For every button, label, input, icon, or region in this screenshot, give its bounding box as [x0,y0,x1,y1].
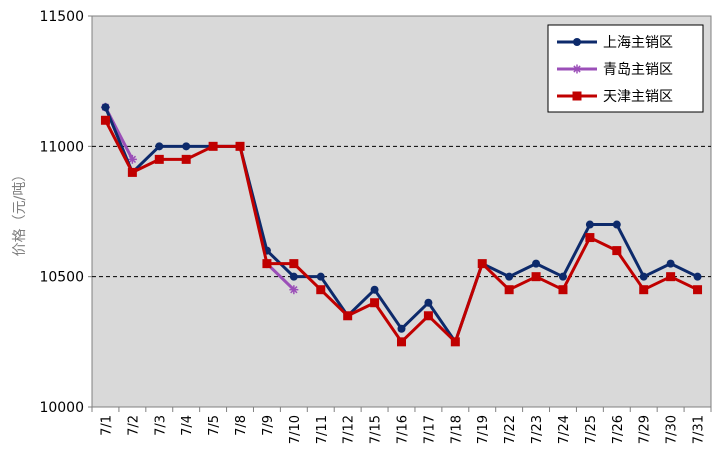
data-point [693,272,702,281]
data-point [477,259,487,269]
series-layer [100,102,703,347]
data-point [235,141,245,151]
series-3 [100,115,703,347]
x-tick-label: 7/25 [584,415,599,444]
data-point [666,259,675,268]
x-tick-label: 7/1 [99,415,114,436]
x-tick-label: 7/3 [153,415,168,436]
data-point [397,324,406,333]
y-tick-label: 11500 [39,9,84,25]
data-point [155,142,164,151]
x-tick-label: 7/5 [207,415,222,436]
data-point [666,272,676,282]
data-point [532,259,541,268]
legend-marker [572,91,582,101]
data-point [289,285,299,295]
x-tick-label: 7/11 [315,415,330,444]
data-point [181,154,191,164]
data-point [612,246,622,256]
data-point [316,272,325,281]
data-point [639,272,648,281]
data-point [531,272,541,282]
data-point [504,285,514,295]
x-tick-label: 7/29 [638,415,653,444]
x-axis-ticks: 7/1 7/2 7/3 7/4 7/5 7/8 7/9 7/10 7/11 7/12 7/15 7/1… [91,407,712,444]
legend-marker [573,38,581,46]
legend-entry: 天津主销区 [557,89,673,105]
data-point [289,259,299,269]
legend-marker [572,64,582,74]
data-point [397,337,406,347]
data-point [208,141,218,151]
data-point [154,154,164,164]
x-tick-label: 7/15 [369,415,384,444]
data-point [370,285,379,294]
data-point [423,311,433,321]
data-point [639,285,649,295]
legend-entry: 青岛主销区 [557,62,673,78]
data-point [316,285,326,295]
data-point [505,272,514,281]
data-point [450,337,460,347]
x-tick-label: 7/30 [665,415,680,444]
data-point [127,167,137,177]
x-tick-label: 7/12 [342,415,357,444]
legend-label: 天津主销区 [603,89,673,105]
y-tick-label: 10000 [39,400,84,416]
data-point [612,220,621,229]
data-point [182,142,191,151]
data-point [343,311,353,321]
y-tick-label: 10500 [39,270,84,286]
data-point [424,298,433,307]
legend-label: 上海主销区 [603,35,673,51]
data-point [585,220,594,229]
x-tick-label: 7/2 [126,415,141,436]
x-tick-label: 7/10 [288,415,303,444]
data-point [585,233,595,243]
data-point [127,154,137,164]
x-tick-label: 7/16 [396,415,411,444]
x-tick-label: 7/22 [503,415,518,444]
x-tick-label: 7/9 [261,415,276,436]
data-point [100,115,110,125]
x-tick-label: 7/18 [449,415,464,444]
x-tick-label: 7/17 [422,415,437,444]
data-point [370,298,380,308]
x-tick-label: 7/19 [476,415,491,444]
data-point [289,272,298,281]
y-tick-label: 11000 [39,139,84,155]
x-tick-label: 7/24 [557,415,572,444]
data-point [558,272,567,281]
gridlines [92,145,711,278]
data-point [101,103,110,112]
x-tick-label: 7/4 [180,415,195,436]
data-point [262,259,272,269]
x-tick-label: 7/8 [234,415,249,436]
data-point [693,285,703,295]
y-axis-title: 价格（元/吨） [12,168,28,257]
x-tick-label: 7/26 [611,415,626,444]
legend-label: 青岛主销区 [603,62,673,78]
x-tick-label: 7/31 [692,415,707,444]
x-tick-label: 7/23 [530,415,545,444]
legend-entry: 上海主销区 [557,35,673,51]
y-axis-ticks: 10000 10500 11000 11500 [39,9,92,416]
data-point [558,285,568,295]
